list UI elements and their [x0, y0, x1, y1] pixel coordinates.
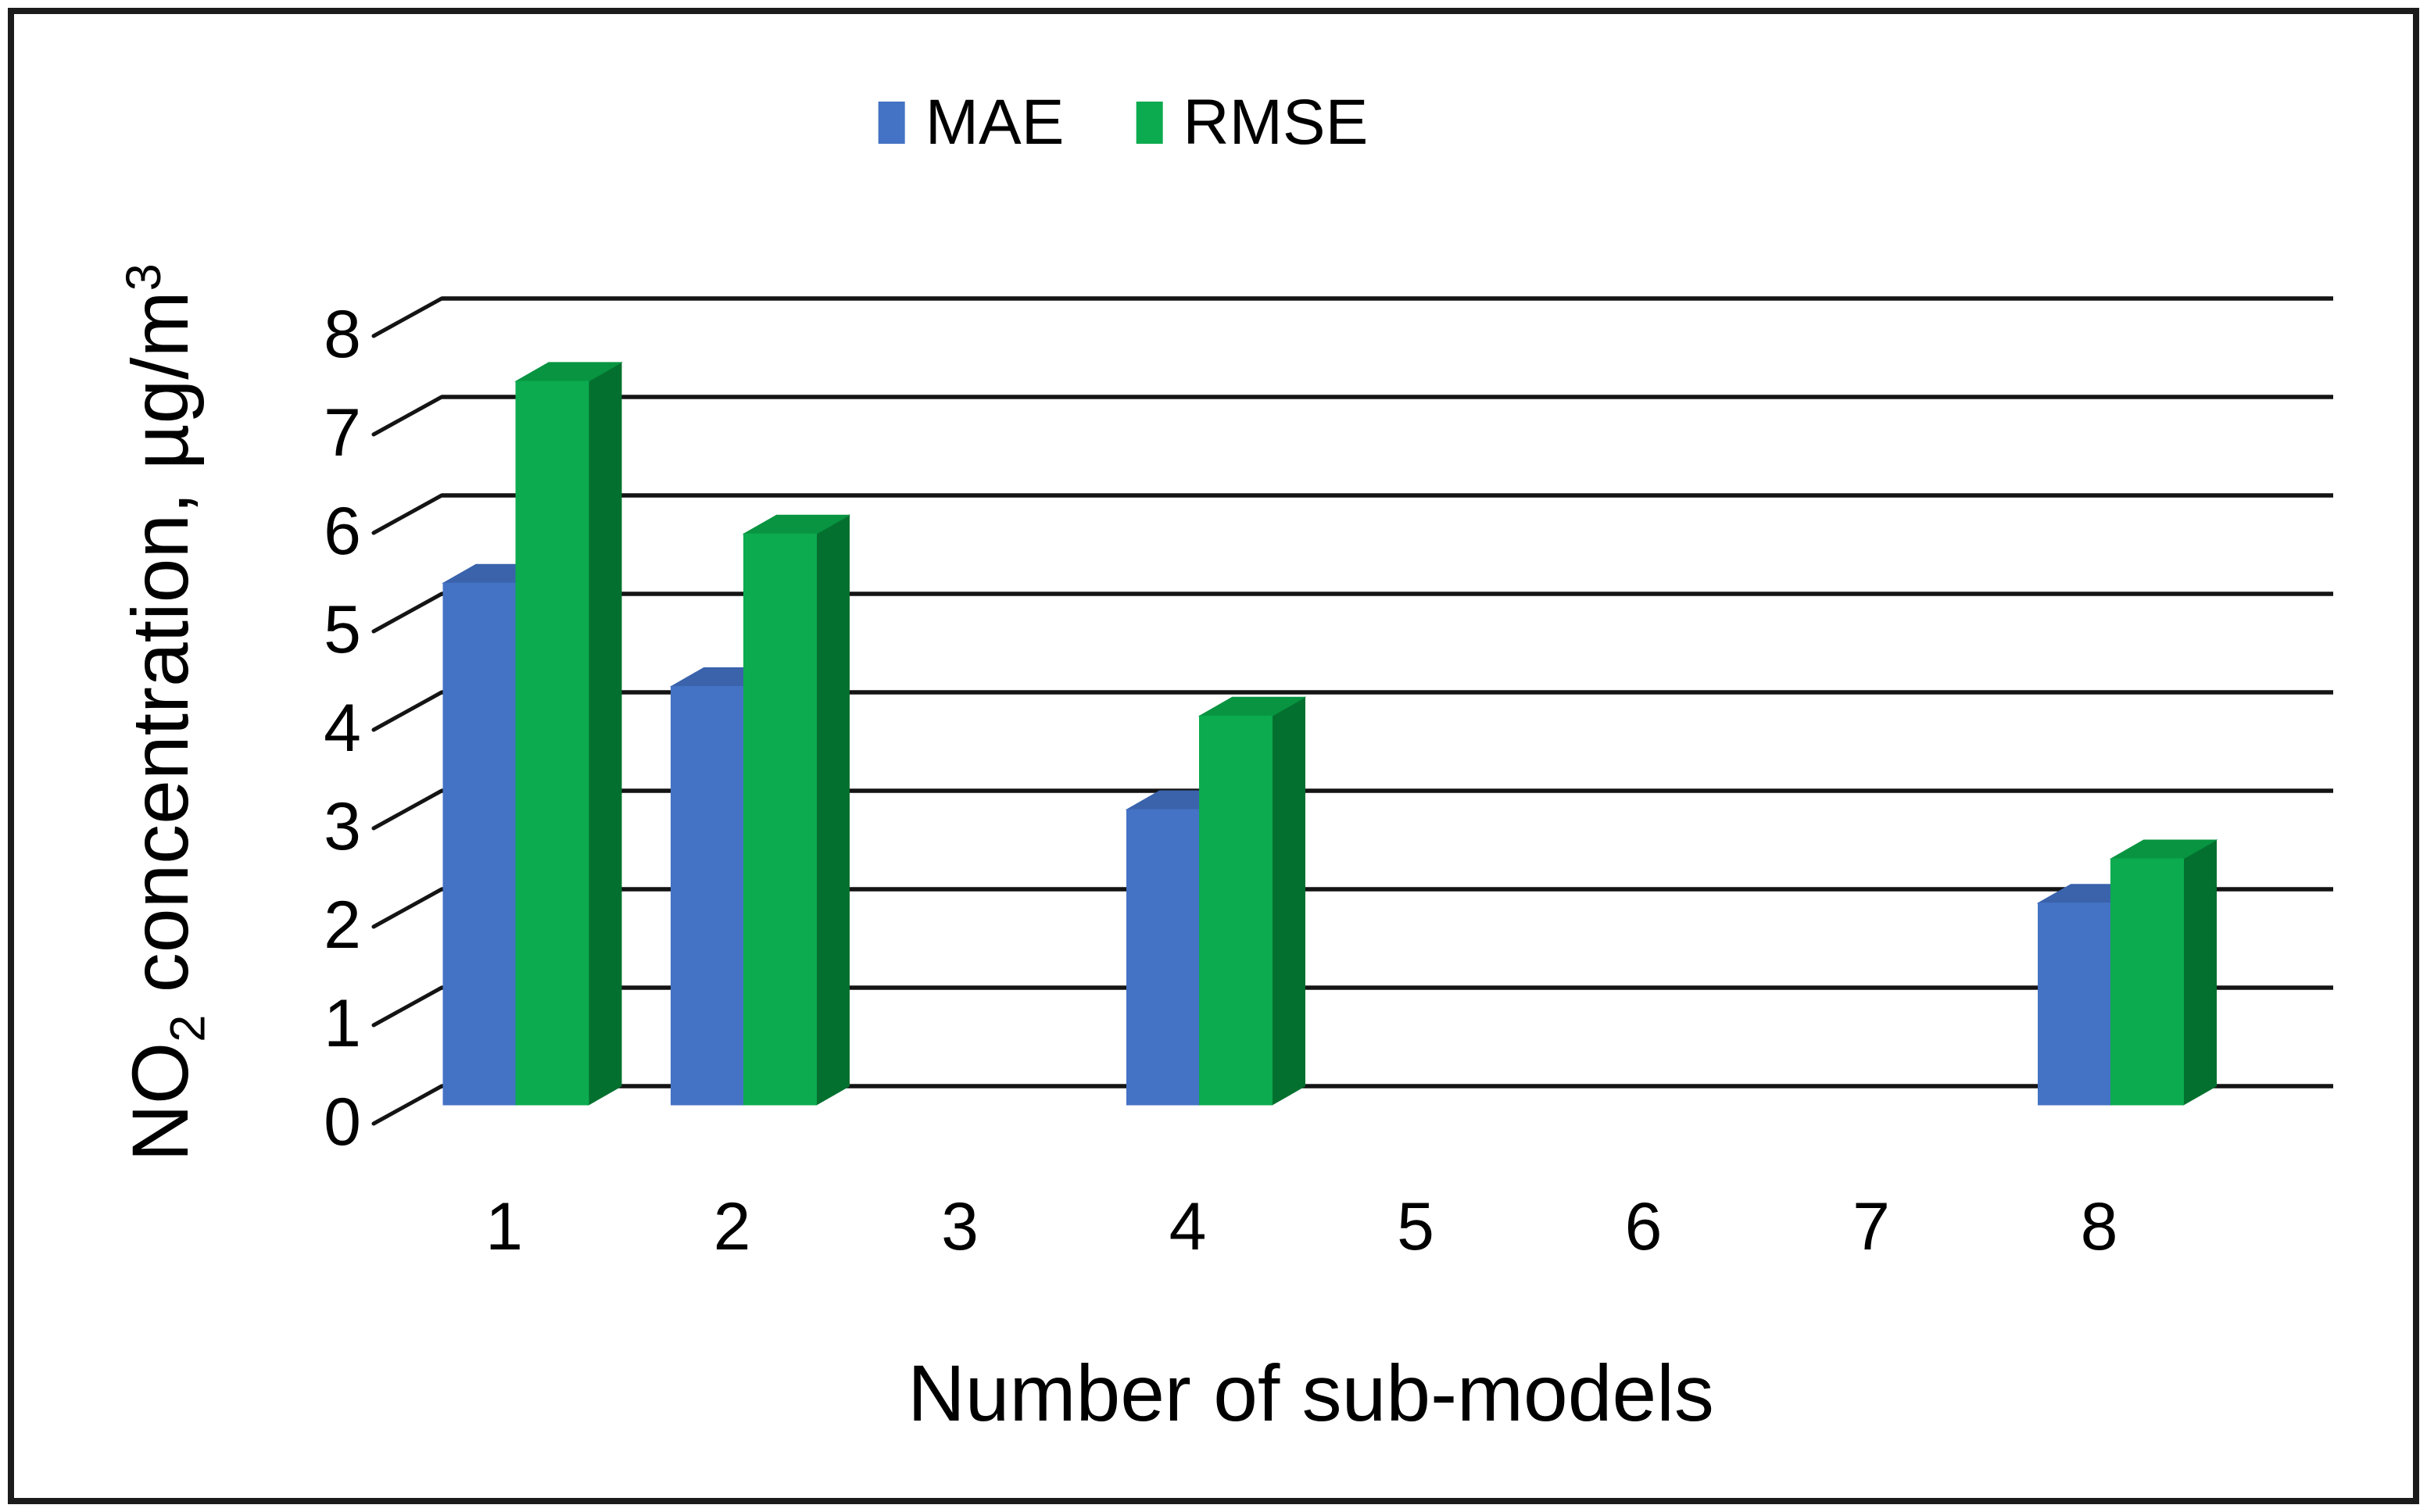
legend-label-mae: MAE — [925, 87, 1065, 158]
y-tick-label: 7 — [324, 395, 361, 470]
bar-mae-4-front — [1126, 809, 1200, 1106]
bar-mae-8-front — [2038, 903, 2111, 1106]
bar-rmse-1-side — [588, 362, 622, 1106]
y-tick-label: 2 — [324, 888, 361, 963]
x-tick-label: 5 — [1397, 1189, 1434, 1264]
bar-rmse-1-front — [515, 381, 589, 1106]
y-tick-mark — [371, 788, 444, 831]
y-tick-mark — [371, 592, 444, 634]
y-tick-label: 1 — [324, 986, 361, 1061]
bar-rmse-8-front — [2110, 858, 2184, 1106]
legend-swatch-mae — [878, 102, 905, 144]
legend-swatch-rmse — [1136, 102, 1163, 144]
bar-rmse-8-side — [2183, 839, 2217, 1106]
y-tick-mark — [371, 296, 444, 338]
bar-rmse-2-front — [743, 533, 817, 1106]
y-tick-mark — [371, 395, 444, 437]
y-tick-label: 3 — [324, 789, 361, 864]
bar-mae-1-front — [442, 582, 517, 1106]
y-tick-label: 6 — [324, 494, 361, 569]
y-tick-mark — [371, 690, 444, 732]
x-tick-label: 8 — [2081, 1189, 2118, 1264]
x-tick-label: 3 — [941, 1189, 979, 1264]
y-tick-mark — [371, 493, 444, 535]
legend-item-rmse: RMSE — [1136, 91, 1368, 155]
y-tick-mark — [371, 1084, 444, 1126]
x-axis-title: Number of sub-models — [907, 1349, 1714, 1438]
x-tick-label: 6 — [1625, 1189, 1663, 1264]
y-tick-label: 8 — [324, 297, 361, 372]
x-tick-label: 4 — [1169, 1189, 1207, 1264]
y-tick-mark — [371, 887, 444, 929]
bar-rmse-4-side — [1272, 696, 1305, 1106]
bar-rmse-4-front — [1199, 715, 1273, 1106]
x-tick-label: 2 — [714, 1189, 751, 1264]
legend: MAE RMSE — [878, 87, 1368, 158]
legend-item-mae: MAE — [878, 87, 1065, 158]
x-tick-label: 7 — [1852, 1189, 1890, 1264]
bar-mae-2-front — [671, 686, 744, 1106]
y-tick-label: 0 — [324, 1085, 361, 1160]
y-tick-label: 4 — [324, 691, 361, 766]
legend-label-rmse: RMSE — [1183, 87, 1369, 158]
y-tick-label: 5 — [324, 592, 361, 667]
y-tick-mark — [371, 985, 444, 1028]
x-tick-label: 1 — [485, 1189, 523, 1264]
bar-rmse-2-side — [816, 514, 850, 1106]
